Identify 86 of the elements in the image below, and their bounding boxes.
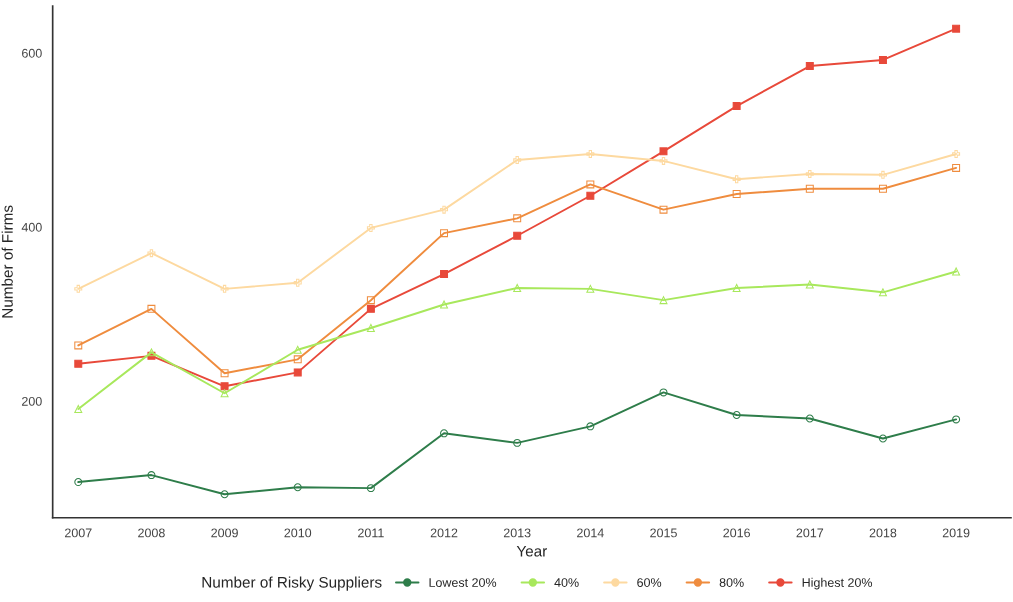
point [805,280,814,289]
y-tick-label: 600 [22,48,42,58]
point [805,184,814,193]
x-tick-label: 2018 [869,528,897,538]
point [440,270,449,279]
point [366,223,375,232]
point [878,170,887,179]
x-tick-label: 2012 [430,528,458,538]
point [586,180,595,189]
point [659,296,668,305]
point [513,231,522,240]
point [952,163,961,172]
point [586,191,595,200]
x-tick-label: 2007 [65,528,92,538]
point [805,169,814,178]
point [74,478,83,487]
point [440,429,449,438]
point [586,149,595,158]
point [878,434,887,443]
x-tick-label: 2016 [723,528,751,538]
point [366,304,375,313]
point [586,284,595,293]
point [878,184,887,193]
point [878,288,887,297]
point [659,205,668,214]
point [440,300,449,309]
point [732,411,741,420]
point [74,404,83,413]
point [293,368,302,377]
point [147,471,156,480]
point [513,438,522,447]
point [220,284,229,293]
point [659,156,668,165]
point [586,422,595,431]
point [952,149,961,158]
point [659,388,668,397]
x-tick-label: 2015 [650,528,677,538]
point [952,415,961,424]
point [74,284,83,293]
point [220,382,229,391]
point [147,304,156,313]
point [513,156,522,165]
point [74,359,83,368]
point [220,490,229,499]
point [220,389,229,398]
x-tick-label: 2008 [138,528,165,538]
point [513,214,522,223]
point [366,484,375,493]
point [732,283,741,292]
point [952,24,961,33]
y-tick-label: 200 [22,396,42,406]
point [878,55,887,64]
legend-label: 60% [637,578,662,587]
point [147,249,156,258]
x-tick-label: 2010 [284,528,312,538]
point [440,229,449,238]
point [293,345,302,354]
point [293,483,302,492]
point [220,369,229,378]
point [366,324,375,332]
x-tick-label: 2013 [503,528,531,538]
y-axis-title: Number of Firms [1,205,13,318]
x-tick-label: 2019 [942,528,970,538]
x-tick-label: 2009 [211,528,238,538]
legend-label: 80% [719,578,744,587]
x-tick-label: 2011 [358,528,384,538]
legend-label: Lowest 20% [429,578,497,587]
y-tick-label: 400 [21,222,42,232]
point [805,62,814,71]
point [366,296,375,305]
x-tick-label: 2014 [577,528,604,538]
legend-label: 40% [554,578,579,587]
point [732,102,741,111]
legend-title: Number of Risky Suppliers [202,576,382,591]
point [952,267,961,276]
point [293,278,302,287]
x-axis-title: Year [516,545,548,557]
point [732,190,741,198]
point [293,355,302,364]
point [440,205,449,214]
point [74,341,83,350]
point [513,283,522,292]
legend-label: Highest 20% [802,577,873,590]
x-tick-label: 2017 [796,528,824,538]
point [805,414,814,423]
point [732,175,741,184]
